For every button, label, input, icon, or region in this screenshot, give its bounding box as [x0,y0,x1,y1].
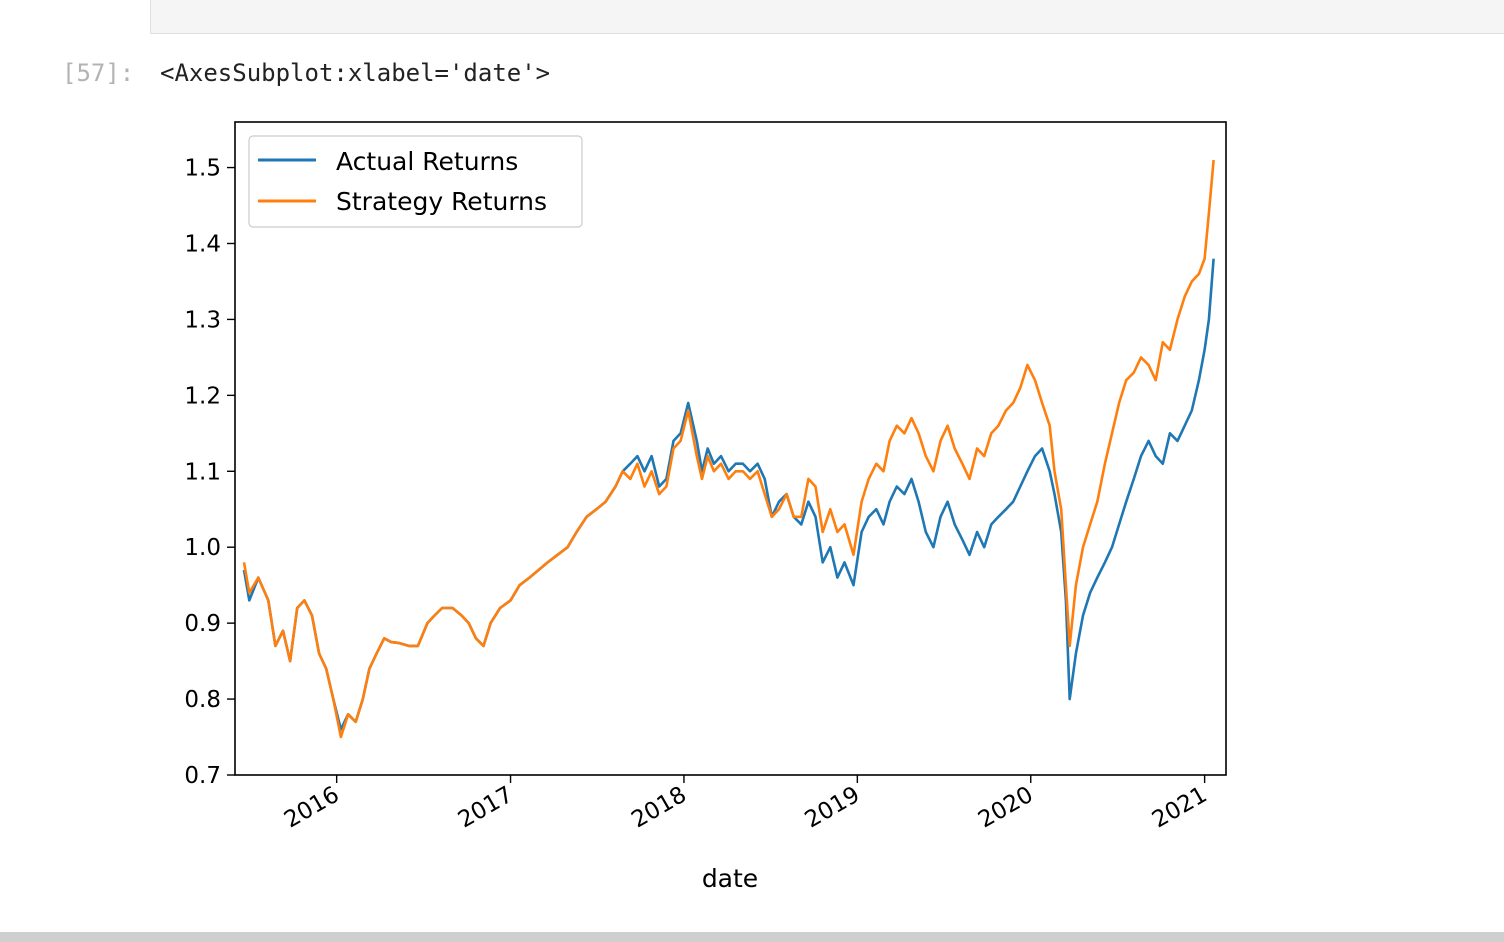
x-tick-label: 2019 [801,782,865,834]
x-tick-label: 2021 [1148,782,1212,834]
y-tick-label: 1.2 [184,383,221,409]
execution-count-prompt: [57]: [62,59,135,87]
x-tick-label: 2020 [974,782,1038,834]
output-repr-text: <AxesSubplot:xlabel='date'> [160,59,551,87]
legend-label-actual: Actual Returns [336,147,518,176]
axes-frame [234,121,1227,776]
y-tick-label: 1.1 [184,459,221,485]
horizontal-scrollbar[interactable] [0,932,1504,942]
x-tick-label: 2018 [627,782,691,834]
legend-box [248,135,583,228]
y-tick-label: 0.7 [184,763,221,789]
series-line-actual-returns [242,258,1215,731]
x-tick-label: 2016 [280,782,344,834]
legend: Actual Returns Strategy Returns [248,135,583,228]
y-tick-label: 1.4 [184,231,221,257]
series-line-strategy-returns [242,159,1215,739]
previous-cell-input[interactable] [150,0,1504,34]
y-tick-label: 1.3 [184,307,221,333]
x-axis: 2016 2017 2018 2019 2020 2021 [280,775,1212,833]
x-axis-label: date [702,864,758,893]
x-tick-label: 2017 [454,782,518,834]
y-axis: 0.7 0.8 0.9 1.0 1.1 1.2 1.3 1.4 1.5 [184,156,235,789]
legend-label-strategy: Strategy Returns [336,187,547,216]
y-tick-label: 1.5 [184,156,221,182]
series-lines [242,159,1215,739]
y-tick-label: 0.9 [184,611,221,637]
y-tick-label: 0.8 [184,687,221,713]
y-tick-label: 1.0 [184,535,221,561]
